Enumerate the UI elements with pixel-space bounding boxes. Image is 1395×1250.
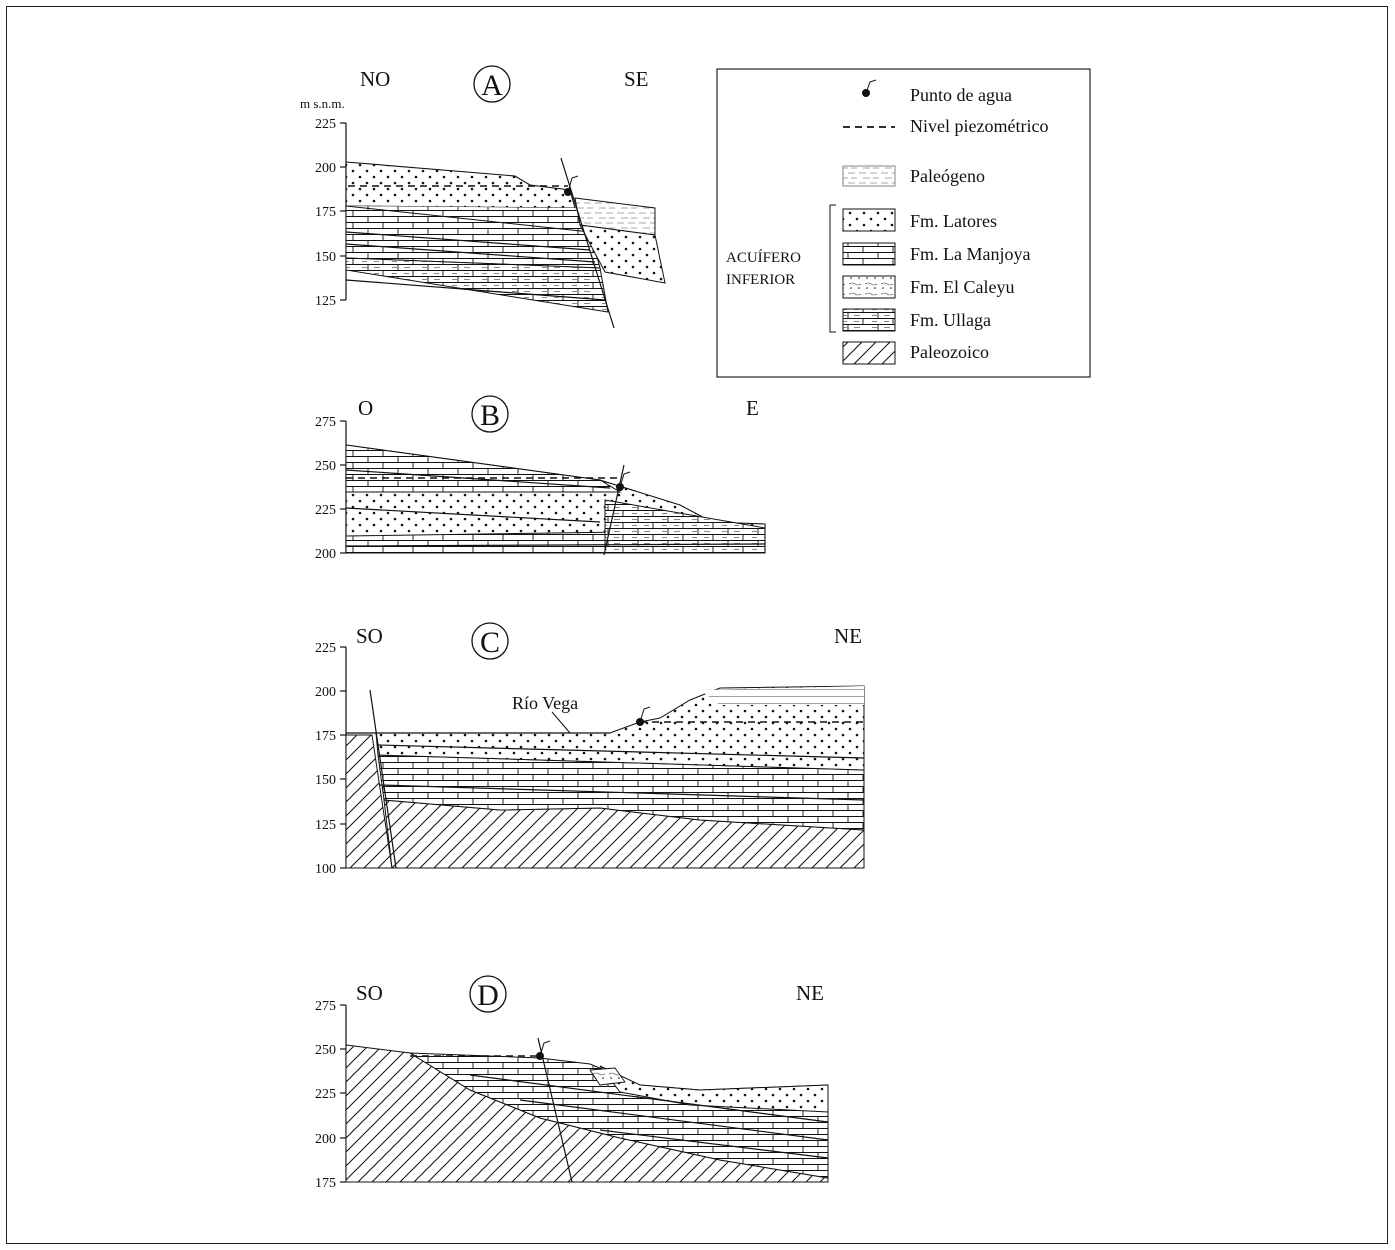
section-label: C xyxy=(480,626,500,659)
section-marker-circle xyxy=(469,975,507,1013)
tick-label: 175 xyxy=(315,205,336,220)
legend-label: Fm. Ullaga xyxy=(910,310,991,330)
direction-left: O xyxy=(358,396,373,420)
tick-label: 200 xyxy=(315,547,336,562)
strata xyxy=(345,161,666,313)
aquifer-bracket xyxy=(829,204,836,333)
legend-item-paleozoic: Paleozoico xyxy=(842,341,989,365)
legend-item-water-point: Punto de agua xyxy=(862,79,1012,105)
legend-label: Paleógeno xyxy=(910,166,985,186)
section-marker-circle xyxy=(471,395,509,433)
caleyu-swatch xyxy=(842,275,896,299)
elevation-axis: 225 200 175 150 125 100 xyxy=(315,641,347,877)
tick-label: 125 xyxy=(315,294,336,309)
elevation-unit-label: m s.n.m. xyxy=(300,96,345,111)
section-C: 225 200 175 150 125 100 SO NE C Río Vega xyxy=(315,622,865,877)
legend-label: Fm. El Caleyu xyxy=(910,277,1015,297)
ullaga-swatch xyxy=(842,308,896,332)
tick-label: 225 xyxy=(315,117,336,132)
direction-right: E xyxy=(746,396,759,420)
aquifer-label: INFERIOR xyxy=(726,272,795,288)
section-D: 275 250 225 200 175 SO NE D xyxy=(315,975,829,1191)
tick-label: 250 xyxy=(315,1043,336,1058)
water-point-icon xyxy=(564,175,579,196)
paleogene-swatch xyxy=(842,165,896,187)
section-label: D xyxy=(477,979,499,1012)
tick-label: 175 xyxy=(315,729,336,744)
tick-label: 275 xyxy=(315,999,336,1014)
strata xyxy=(345,1044,829,1183)
legend-label: Nivel piezométrico xyxy=(910,116,1048,136)
tick-label: 200 xyxy=(315,161,336,176)
water-point-icon xyxy=(636,706,651,726)
tick-label: 125 xyxy=(315,818,336,833)
section-B: 275 250 225 200 O E B xyxy=(315,395,766,562)
strata xyxy=(345,685,865,869)
river-label: Río Vega xyxy=(512,693,578,713)
section-marker-circle xyxy=(471,622,509,660)
water-point-icon xyxy=(862,79,877,97)
direction-left: NO xyxy=(360,67,390,91)
section-label: B xyxy=(480,399,500,432)
legend-item-caleyu: Fm. El Caleyu xyxy=(842,275,1015,299)
fault-line xyxy=(537,1037,573,1183)
latores-swatch xyxy=(842,208,896,232)
direction-right: NE xyxy=(834,624,862,648)
legend-label: Punto de agua xyxy=(910,85,1012,105)
tick-label: 100 xyxy=(315,862,336,877)
tick-label: 225 xyxy=(315,503,336,518)
direction-left: SO xyxy=(356,981,383,1005)
strata xyxy=(345,444,766,554)
direction-right: SE xyxy=(624,67,649,91)
tick-label: 275 xyxy=(315,415,336,430)
tick-label: 200 xyxy=(315,1132,336,1147)
annotation-leader xyxy=(551,711,571,734)
tick-label: 175 xyxy=(315,1176,336,1191)
water-point-icon xyxy=(536,1040,551,1060)
legend-item-latores: Fm. Latores xyxy=(842,208,997,232)
figure-frame xyxy=(6,6,1388,1244)
legend-label: Paleozoico xyxy=(910,342,989,362)
aquifer-label: ACUÍFERO xyxy=(726,249,801,266)
direction-right: NE xyxy=(796,981,824,1005)
tick-label: 225 xyxy=(315,1087,336,1102)
tick-label: 225 xyxy=(315,641,336,656)
legend-item-manjoya: Fm. La Manjoya xyxy=(842,242,1030,266)
elevation-axis: 275 250 225 200 175 xyxy=(315,999,347,1191)
water-point-icon xyxy=(616,471,631,491)
legend-box: Punto de agua Nivel piezométrico Paleóge… xyxy=(716,68,1091,378)
section-marker-circle xyxy=(473,65,511,103)
legend-item-ullaga: Fm. Ullaga xyxy=(842,308,991,332)
legend-label: Fm. La Manjoya xyxy=(910,244,1030,264)
section-A: m s.n.m. 225 200 175 150 125 NO SE A xyxy=(300,65,666,329)
direction-left: SO xyxy=(356,624,383,648)
legend-item-piezometric: Nivel piezométrico xyxy=(843,116,1048,136)
elevation-axis: 225 200 175 150 125 xyxy=(315,117,347,309)
legend-label: Fm. Latores xyxy=(910,211,997,231)
elevation-axis: 275 250 225 200 xyxy=(315,415,347,562)
paleozoic-swatch xyxy=(842,341,896,365)
tick-label: 250 xyxy=(315,459,336,474)
legend-item-paleogene: Paleógeno xyxy=(842,165,985,187)
fault-line xyxy=(603,464,625,556)
tick-label: 200 xyxy=(315,685,336,700)
fault-line xyxy=(369,689,397,869)
tick-label: 150 xyxy=(315,773,336,788)
tick-label: 150 xyxy=(315,250,336,265)
section-label: A xyxy=(481,69,503,102)
manjoya-swatch xyxy=(842,242,896,266)
